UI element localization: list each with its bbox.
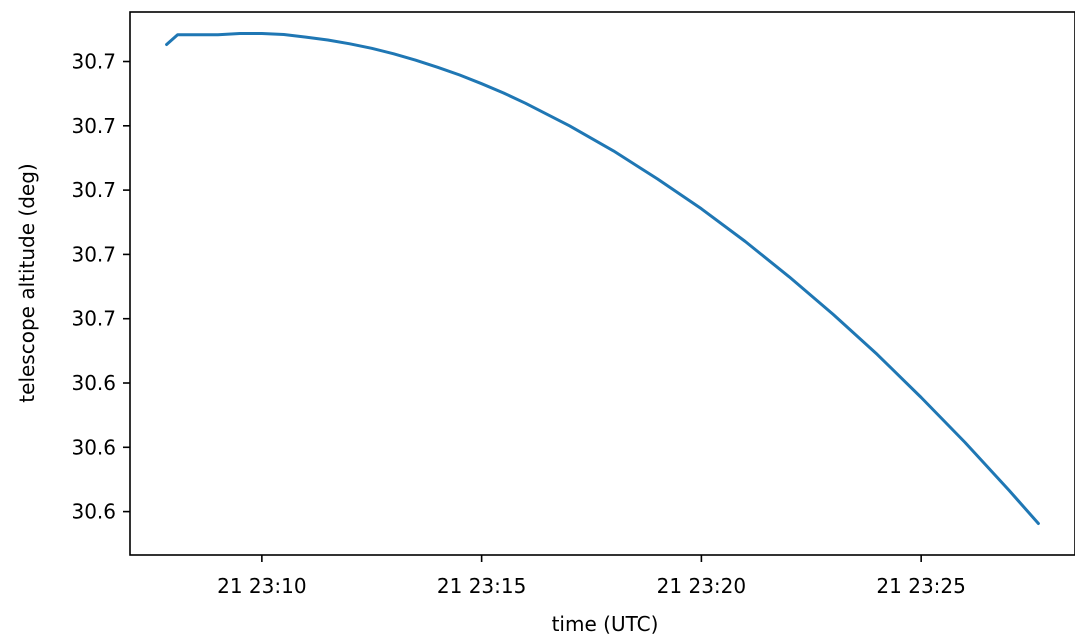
x-axis-label: time (UTC) — [552, 612, 659, 636]
plot-frame — [129, 11, 1075, 556]
x-tick-label: 21 23:10 — [217, 574, 306, 598]
y-axis-ticks: 30.7 30.7 30.7 30.7 30.7 30.6 30.6 30.6 — [71, 50, 130, 524]
y-tick-label: 30.7 — [71, 50, 116, 74]
x-tick-label: 21 23:15 — [437, 574, 526, 598]
y-tick-label: 30.6 — [71, 371, 116, 395]
y-tick-label: 30.7 — [71, 242, 116, 266]
y-tick-label: 30.7 — [71, 178, 116, 202]
x-tick-label: 21 23:25 — [876, 574, 965, 598]
y-axis-label: telescope altitude (deg) — [15, 163, 39, 402]
x-tick-label: 21 23:20 — [657, 574, 746, 598]
x-axis-ticks: 21 23:10 21 23:15 21 23:20 21 23:25 — [217, 555, 966, 598]
altitude-series-line — [165, 32, 1040, 525]
y-tick-label: 30.6 — [71, 435, 116, 459]
y-tick-label: 30.6 — [71, 500, 116, 524]
y-tick-label: 30.7 — [71, 114, 116, 138]
y-tick-label: 30.7 — [71, 307, 116, 331]
